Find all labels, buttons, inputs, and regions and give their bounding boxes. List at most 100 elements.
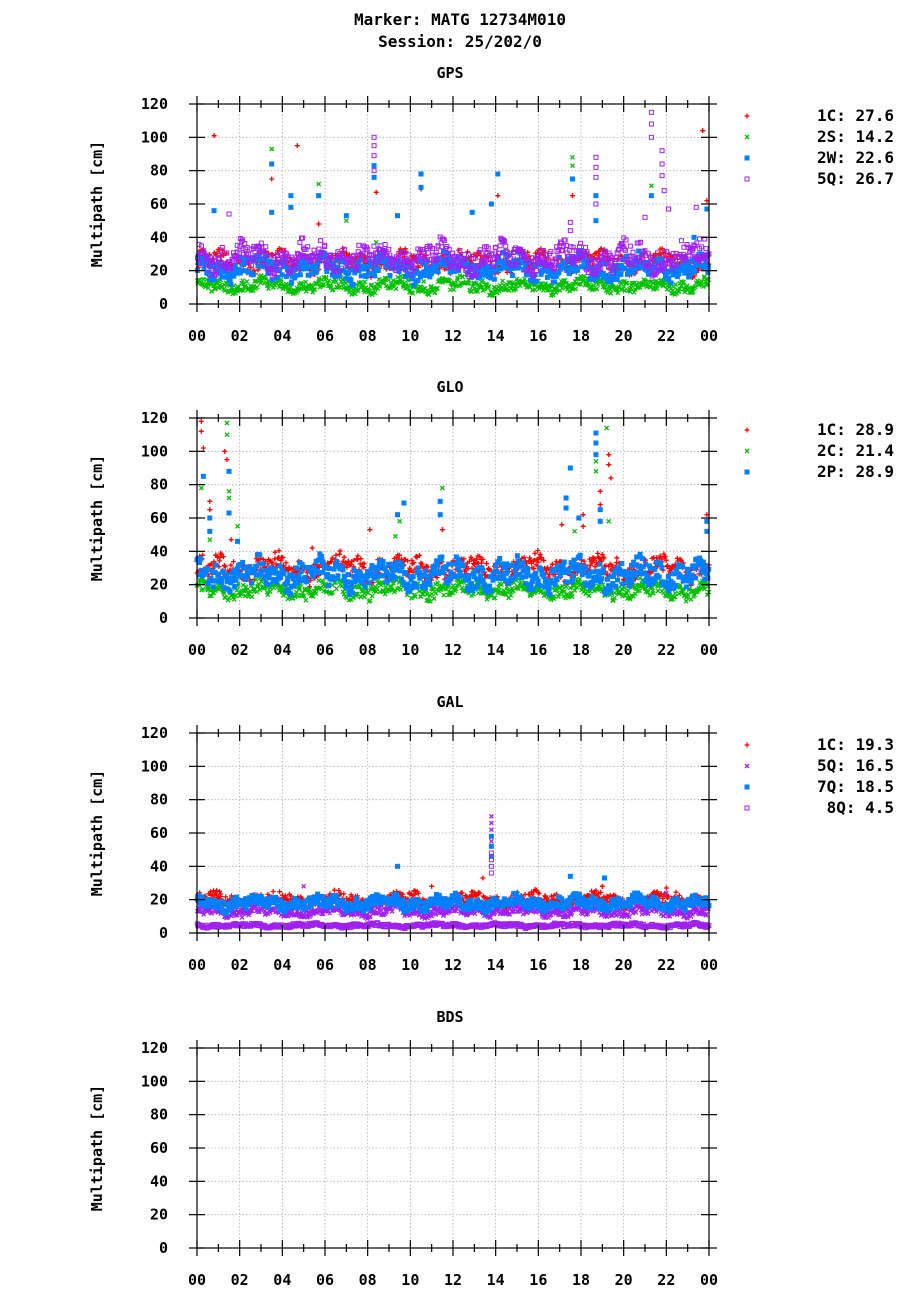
data-point <box>604 425 610 431</box>
data-point <box>371 153 377 159</box>
data-point <box>437 512 443 518</box>
data-point <box>647 565 653 571</box>
data-point <box>382 241 388 247</box>
y-tick-label: 0 <box>159 295 168 313</box>
data-point <box>355 288 361 294</box>
data-point <box>535 547 541 553</box>
data-point <box>358 273 364 279</box>
data-point <box>418 171 424 177</box>
data-point <box>232 583 238 589</box>
data-point <box>240 278 246 283</box>
data-point <box>488 588 494 594</box>
data-point <box>348 277 354 283</box>
data-point <box>577 552 583 558</box>
data-point <box>319 569 325 575</box>
data-point <box>367 580 373 586</box>
y-tick-label: 0 <box>159 609 168 627</box>
data-point <box>693 204 699 210</box>
data-point <box>570 154 575 160</box>
data-point <box>608 475 614 481</box>
data-point <box>211 208 217 214</box>
data-point <box>497 555 503 561</box>
data-point <box>235 523 240 529</box>
data-point <box>606 518 612 524</box>
data-point <box>395 512 401 518</box>
data-point <box>572 528 578 534</box>
data-point <box>593 458 599 464</box>
data-point <box>744 155 750 161</box>
data-point <box>480 567 486 573</box>
data-point <box>336 551 342 557</box>
data-point <box>373 189 379 195</box>
data-point <box>387 272 393 278</box>
data-point <box>425 250 431 256</box>
data-point <box>576 515 582 521</box>
data-point <box>326 566 332 572</box>
data-point <box>597 518 603 524</box>
data-point <box>559 522 565 528</box>
data-point <box>207 528 213 534</box>
data-point <box>290 573 296 579</box>
legend-entry: 2C: 21.4 <box>817 441 894 460</box>
data-point <box>226 488 232 494</box>
data-point <box>608 290 614 296</box>
data-point <box>583 244 589 250</box>
x-tick-label: 18 <box>572 327 590 345</box>
data-point <box>345 572 351 578</box>
data-point <box>539 567 545 573</box>
data-point <box>399 564 405 570</box>
data-point <box>207 537 213 543</box>
data-point <box>198 485 204 491</box>
x-tick-label: 00 <box>188 641 206 659</box>
data-point <box>570 573 576 579</box>
x-tick-label: 20 <box>615 327 633 345</box>
data-point <box>619 560 625 566</box>
legend-entry: 2S: 14.2 <box>817 127 894 146</box>
data-point <box>427 581 433 587</box>
data-point <box>371 163 377 169</box>
data-point <box>340 567 346 573</box>
data-point <box>343 584 349 590</box>
legend: 1C: 28.92C: 21.42P: 28.9 <box>744 420 894 481</box>
data-point <box>461 562 467 568</box>
data-point <box>211 282 217 288</box>
data-point <box>348 584 354 590</box>
data-point <box>213 562 219 568</box>
data-point <box>684 584 690 590</box>
data-point <box>403 570 409 576</box>
panel-title: GAL <box>436 693 463 711</box>
data-point <box>437 498 443 504</box>
data-point <box>362 584 368 590</box>
data-point <box>488 201 494 207</box>
data-point <box>580 523 586 529</box>
data-point <box>692 268 698 274</box>
data-point <box>618 271 624 277</box>
data-point <box>222 288 228 294</box>
data-point <box>343 213 349 219</box>
data-point <box>599 576 605 582</box>
x-tick-label: 16 <box>529 641 547 659</box>
data-point <box>494 568 500 574</box>
data-point <box>298 569 304 575</box>
data-point <box>410 574 416 580</box>
data-point <box>656 574 662 580</box>
data-point <box>433 263 439 269</box>
data-point <box>333 278 339 284</box>
data-point <box>530 586 536 592</box>
data-point <box>330 287 336 292</box>
x-tick-label: 00 <box>188 327 206 345</box>
figure-title-session: Session: 25/202/0 <box>378 32 542 51</box>
data-point <box>269 176 275 182</box>
x-tick-label: 10 <box>401 327 419 345</box>
data-point <box>249 594 255 600</box>
data-point <box>393 286 399 292</box>
data-point <box>554 577 560 583</box>
data-point <box>200 445 206 451</box>
data-point <box>597 488 603 494</box>
x-tick-label: 04 <box>273 641 291 659</box>
data-point <box>207 507 213 513</box>
data-point <box>500 278 506 284</box>
data-point <box>326 278 332 284</box>
data-point <box>666 275 672 281</box>
